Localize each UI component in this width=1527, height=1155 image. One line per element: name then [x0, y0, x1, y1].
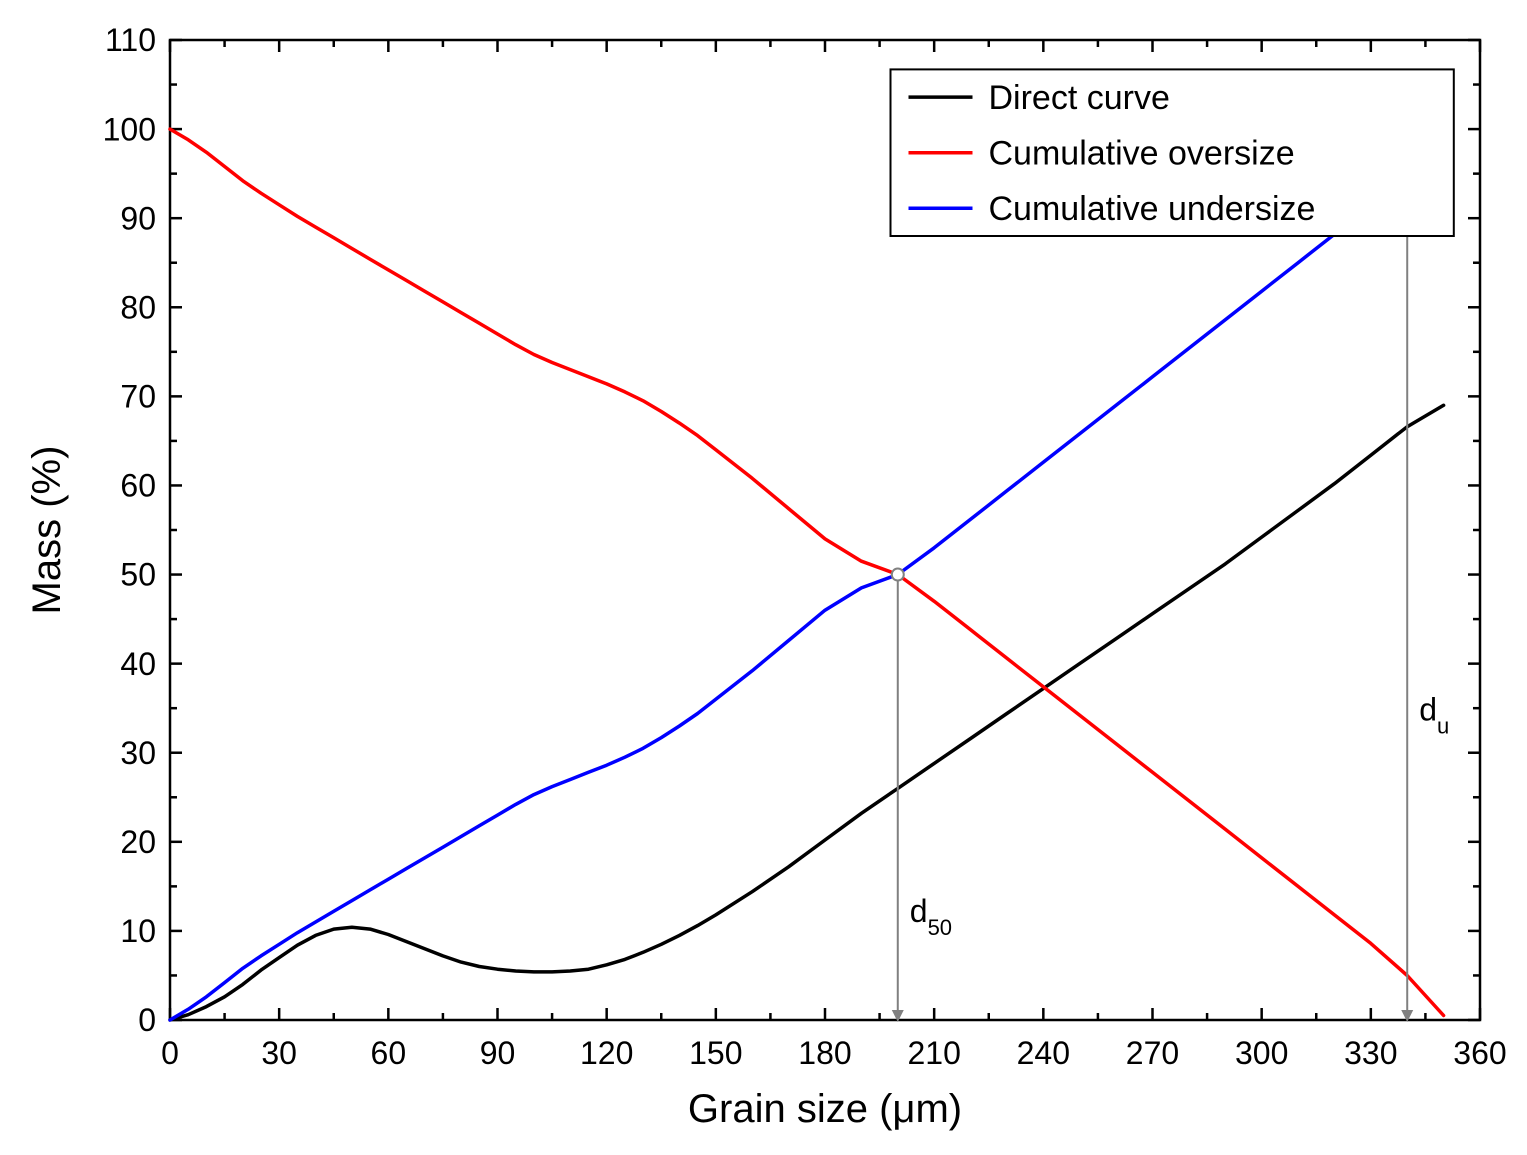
- y-tick-label: 90: [120, 200, 156, 236]
- y-tick-label: 40: [120, 646, 156, 682]
- y-tick-label: 70: [120, 379, 156, 415]
- x-tick-label: 240: [1017, 1035, 1070, 1071]
- chart-svg: 0 30 60 90 120 150 180 210 240 270 300 330 360 0 10 20 3…: [0, 0, 1527, 1155]
- x-tick-label: 0: [161, 1035, 179, 1071]
- annotation-label-du: du: [1419, 692, 1449, 739]
- x-tick-label: 120: [580, 1035, 633, 1071]
- grain-size-chart: 0 30 60 90 120 150 180 210 240 270 300 330 360 0 10 20 3…: [0, 0, 1527, 1155]
- annotation-marker-d50: [892, 569, 904, 581]
- legend-label-1: Cumulative oversize: [989, 135, 1295, 173]
- x-tick-label: 150: [689, 1035, 742, 1071]
- x-axis-title: Grain size (μm): [688, 1087, 962, 1131]
- y-tick-label: 20: [120, 824, 156, 860]
- x-tick-label: 270: [1126, 1035, 1179, 1071]
- y-tick-label: 10: [120, 913, 156, 949]
- x-tick-label: 30: [261, 1035, 297, 1071]
- y-tick-label: 100: [103, 111, 156, 147]
- series-1: [170, 129, 1444, 1015]
- y-axis-title: Mass (%): [25, 446, 69, 615]
- x-tick-label: 330: [1344, 1035, 1397, 1071]
- x-tick-label: 210: [907, 1035, 960, 1071]
- y-tick-label: 50: [120, 557, 156, 593]
- x-tick-label: 180: [798, 1035, 851, 1071]
- y-tick-label: 110: [105, 22, 156, 58]
- legend-label-2: Cumulative undersize: [989, 190, 1316, 228]
- x-tick-label: 360: [1453, 1035, 1506, 1071]
- y-tick-label: 0: [138, 1002, 156, 1038]
- y-tick-label: 60: [120, 468, 156, 504]
- x-tick-label: 90: [480, 1035, 516, 1071]
- series-0: [170, 405, 1444, 1020]
- series-2: [170, 134, 1444, 1021]
- legend-label-0: Direct curve: [989, 79, 1170, 117]
- x-tick-label: 300: [1235, 1035, 1288, 1071]
- x-tick-label: 60: [371, 1035, 407, 1071]
- y-tick-label: 80: [120, 289, 156, 325]
- annotation-label-d50: d50: [910, 893, 952, 940]
- y-tick-label: 30: [120, 735, 156, 771]
